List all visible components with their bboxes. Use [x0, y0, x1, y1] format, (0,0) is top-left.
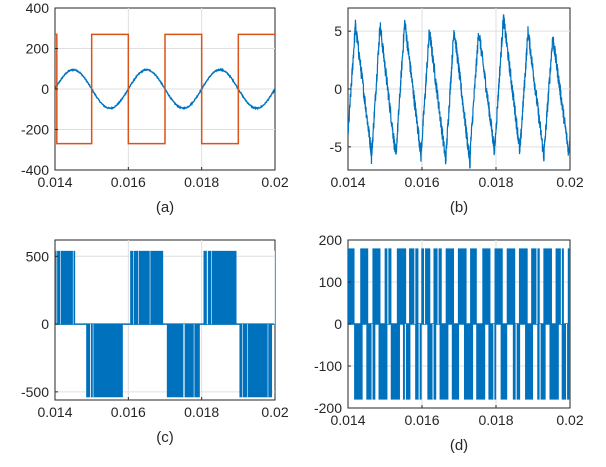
x-tick-label: 0.016 [404, 412, 439, 428]
series-square-line [55, 33, 275, 145]
x-tick-label: 0.018 [184, 404, 219, 420]
pwm-burst [567, 248, 570, 324]
pwm-burst [372, 248, 381, 324]
caption-a: (a) [156, 199, 174, 216]
x-tick-label: 0.02 [556, 412, 583, 428]
x-tick-label: 0.014 [330, 174, 365, 190]
pwm-burst [348, 248, 355, 324]
pwm-burst [451, 324, 460, 400]
pwm-burst [506, 248, 516, 324]
caption-c: (c) [156, 429, 174, 446]
y-tick-label: -200 [314, 400, 342, 416]
x-tick-label: 0.02 [556, 174, 583, 190]
pwm-burst [561, 324, 570, 400]
x-tick-label: 0.018 [478, 412, 513, 428]
x-tick-label: 0.016 [404, 174, 439, 190]
y-tick-label: 400 [26, 0, 50, 16]
pwm-burst [555, 248, 564, 324]
pwm-burst [463, 324, 474, 400]
caption-b: (b) [450, 199, 468, 216]
pwm-burst [482, 248, 491, 324]
pwm-burst [445, 248, 455, 324]
y-tick-label: 0 [334, 81, 342, 97]
x-tick-label: 0.014 [330, 412, 365, 428]
x-tick-label: 0.014 [37, 174, 72, 190]
y-tick-label: 200 [319, 232, 343, 248]
x-tick-label: 0.016 [111, 404, 146, 420]
panel-a: 0.014 0.016 0.018 0.02 400 200 0 -200 -400 (a) [21, 0, 289, 216]
y-tick-label: 0 [41, 316, 49, 332]
panel-b: 0.014 0.016 0.018 0.02 5 0 -5 (b) [330, 7, 584, 216]
y-tick-label: -500 [21, 384, 49, 400]
pwm-burst [402, 324, 411, 400]
pwm-burst [390, 324, 400, 400]
series-triangle-line [348, 14, 570, 169]
pwm-burst [518, 248, 528, 324]
pwm-burst [500, 324, 508, 400]
pwm-burst [354, 324, 363, 400]
panel-c: 0.014 0.016 0.018 0.02 500 0 -500 (c) [21, 239, 289, 446]
y-tick-label: -100 [314, 358, 342, 374]
pwm-burst [360, 248, 369, 324]
pwm-burst [427, 324, 437, 400]
pwm-burst [415, 324, 422, 400]
y-tick-label: -5 [330, 139, 343, 155]
caption-d: (d) [450, 437, 468, 454]
x-tick-label: 0.018 [478, 174, 513, 190]
y-tick-label: 5 [334, 23, 342, 39]
pwm-burst [494, 248, 503, 324]
pwm-burst [543, 248, 552, 324]
pwm-burst [409, 248, 419, 324]
pwm-burst [549, 324, 559, 400]
y-tick-label: 0 [41, 81, 49, 97]
pwm-band [166, 324, 200, 398]
pwm-burst [488, 324, 497, 400]
pwm-burst [531, 248, 540, 324]
x-tick-label: 0.02 [261, 174, 288, 190]
pwm-band [55, 250, 76, 325]
x-tick-label: 0.016 [111, 174, 146, 190]
pwm-burst [378, 324, 388, 400]
y-tick-label: 0 [334, 316, 342, 332]
pwm-burst [537, 324, 546, 400]
y-tick-label: 100 [319, 274, 343, 290]
y-tick-label: -200 [21, 122, 49, 138]
pwm-burst [396, 248, 407, 324]
y-tick-label: -400 [21, 162, 49, 178]
x-tick-label: 0.02 [261, 404, 288, 420]
pwm-burst [470, 248, 477, 324]
y-tick-label: 200 [26, 41, 50, 57]
y-tick-label: 500 [26, 248, 50, 264]
pwm-band [86, 324, 123, 398]
pwm-band [203, 250, 237, 325]
x-tick-label: 0.014 [37, 404, 72, 420]
panel-d: 0.014 0.016 0.018 0.02 200 100 0 -100 -200 (d) [314, 232, 584, 454]
pwm-band [130, 250, 164, 325]
pwm-burst [421, 248, 431, 324]
pwm-burst [476, 324, 486, 400]
pwm-burst [457, 248, 467, 324]
pwm-burst [525, 324, 534, 400]
x-tick-label: 0.018 [184, 174, 219, 190]
pwm-burst [439, 324, 449, 400]
pwm-band [239, 324, 273, 398]
pwm-burst [366, 324, 376, 400]
